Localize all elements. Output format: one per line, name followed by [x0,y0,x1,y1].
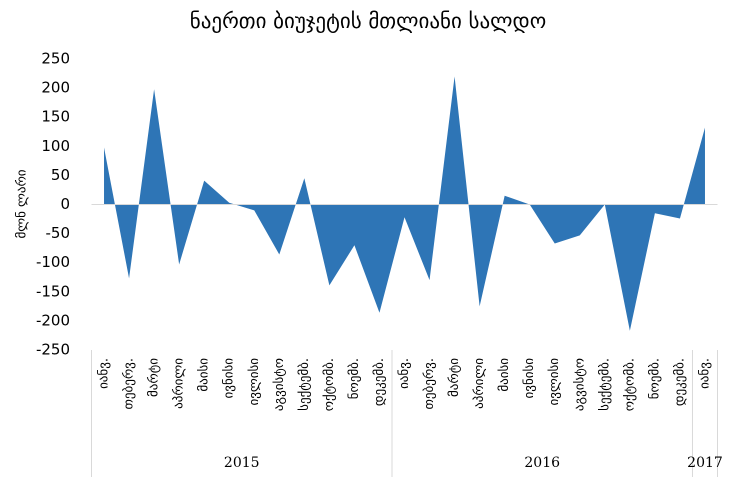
x-tick-label: ივლისი [247,358,262,406]
x-tick-label: აგვისტო [272,358,287,411]
chart-title: ნაერთი ბიუჯეტის მთლიანი სალდო [190,9,546,33]
x-tick-label: ოქტომბ. [322,358,337,411]
y-tick-label: 50 [51,166,70,184]
x-tick-label: ოქტომბ. [622,358,637,411]
y-tick-label: 0 [60,195,70,213]
x-tick-label: მარტი [447,358,462,397]
y-tick-label: -50 [46,224,71,242]
x-tick-label: ივნისი [522,358,537,399]
x-tick-label: აპრილი [172,358,187,409]
x-tick-label: ნოემბ. [647,358,662,399]
x-tick-label: მარტი [147,358,162,397]
x-tick-label: დეკემბ. [672,358,687,406]
y-tick-label: -100 [36,253,70,271]
area [104,76,705,331]
x-tick-label: აგვისტო [572,358,587,411]
y-tick-label: 250 [41,50,70,68]
group-label: 2015 [224,455,260,471]
y-tick-label: -200 [36,311,70,329]
x-tick-label: იანვ. [397,358,412,389]
x-tick-label: მაისი [497,358,512,392]
x-tick-label: ივლისი [547,358,562,406]
y-tick-label: 100 [41,137,70,155]
x-tick-label: იანვ. [697,358,712,389]
x-tick-label: სექტემბ. [597,358,612,411]
x-tick-label: იანვ. [97,358,112,389]
x-tick-label: მაისი [197,358,212,392]
x-tick-label: ივნისი [222,358,237,399]
x-tick-label: თებერვ. [422,358,437,410]
group-label: 2017 [687,455,723,471]
y-tick-label: 200 [41,79,70,97]
y-tick-label: 150 [41,108,70,126]
x-tick-label: სექტემბ. [297,358,312,411]
y-axis-label: მლნ ლარი [15,169,30,238]
x-tick-label: აპრილი [472,358,487,409]
x-tick-label: თებერვ. [122,358,137,410]
x-tick-label: დეკემბ. [372,358,387,406]
y-tick-label: -250 [36,341,70,359]
x-tick-label: ნოემბ. [347,358,362,399]
group-label: 2016 [524,455,560,471]
y-tick-label: -150 [36,282,70,300]
